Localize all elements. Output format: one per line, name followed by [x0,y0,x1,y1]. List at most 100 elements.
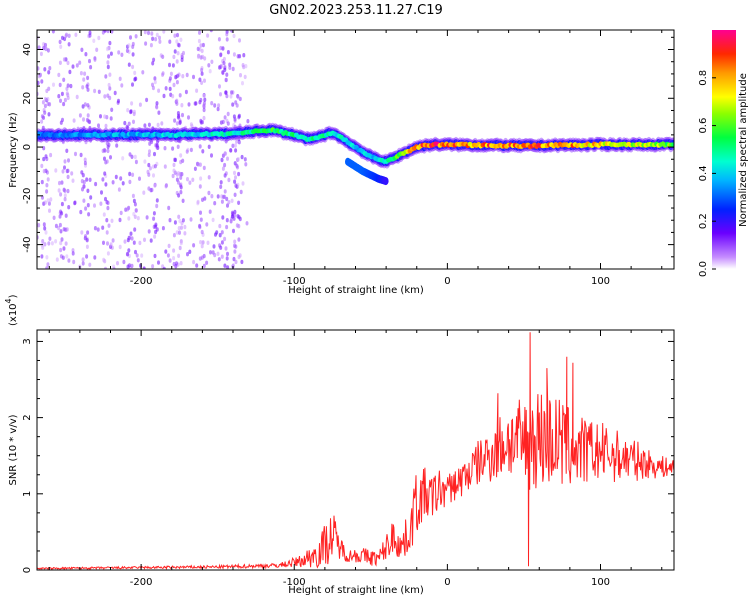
noise-cell [224,90,228,95]
noise-cell [106,205,110,211]
noise-cell [129,231,133,236]
noise-cell [105,230,109,235]
noise-cell [65,86,69,92]
noise-cell [191,177,195,182]
noise-cell [117,187,121,192]
noise-cell [93,57,97,62]
noise-cell [168,258,172,263]
snr-marks [37,332,674,570]
noise-cell [63,188,67,193]
noise-cell [37,80,40,86]
noise-cell [233,212,237,218]
noise-cell [196,162,200,167]
noise-cell [154,229,158,235]
y-tick-label: -40 [22,236,33,252]
snr-axes: -200 -100 0 100 0 1 2 3 [22,330,674,588]
noise-cell [213,103,217,108]
noise-cell [183,224,187,230]
noise-cell [132,198,136,204]
noise-cell [89,195,93,200]
noise-cell [219,45,223,51]
noise-cell [143,159,147,164]
noise-cell [202,115,206,121]
noise-cell [196,54,200,60]
noise-cell [138,240,142,246]
noise-cell [108,40,112,46]
noise-cell [40,114,44,119]
noise-cell [68,69,72,75]
noise-cell [210,153,213,158]
noise-cell [208,209,212,214]
noise-cell [177,226,181,231]
noise-cell [149,43,153,48]
noise-cell [153,234,157,239]
noise-cell [113,90,117,96]
noise-cell [58,180,61,186]
noise-cell [79,71,83,76]
noise-cell [244,162,248,167]
noise-cell [186,252,189,257]
noise-cell [172,261,176,267]
noise-cell [210,101,214,106]
noise-cell [97,35,101,41]
snr-line [37,332,674,570]
noise-cell [175,98,179,104]
noise-cell [173,220,177,225]
noise-cell [37,74,41,79]
noise-cell [234,100,238,105]
noise-cell [171,63,175,68]
noise-cell [226,121,230,126]
noise-cell [234,259,238,265]
svg-text:(x104): (x104) [4,294,19,326]
noise-cell [67,205,71,210]
noise-cell [201,149,205,154]
noise-cell [120,52,124,57]
noise-cell [37,45,41,50]
noise-cell [126,252,130,257]
noise-cell [66,95,70,101]
noise-cell [134,208,138,213]
noise-cell [153,183,157,188]
noise-cell [71,178,75,183]
noise-cell [177,171,180,176]
noise-cell [184,89,188,95]
spectrogram-ylabel: Frequency (Hz) [8,112,19,188]
noise-cell [64,241,68,246]
noise-cell [80,170,84,175]
noise-cell [148,166,152,171]
noise-cell [238,123,242,128]
noise-cell [246,119,250,124]
noise-cell [106,200,110,206]
noise-cell [157,110,161,115]
noise-cell [58,82,62,88]
noise-cell [121,156,125,161]
noise-cell [156,139,159,144]
noise-cell [196,199,200,205]
noise-cell [147,122,151,128]
noise-cell [233,117,237,122]
noise-cell [93,203,96,208]
noise-cell [58,214,62,219]
noise-cell [168,86,172,92]
noise-cell [180,225,183,230]
noise-cell [223,236,227,242]
noise-cell [130,236,134,241]
noise-cell [61,139,65,145]
noise-cell [240,259,244,265]
noise-cell [79,152,83,158]
noise-cell [186,177,189,182]
noise-cell [59,192,63,197]
noise-cell [148,149,151,154]
noise-cell [118,217,122,223]
noise-cell [201,42,205,48]
noise-cell [54,239,58,244]
noise-cell [179,37,183,42]
noise-cell [109,116,113,121]
noise-cell [59,44,63,49]
noise-cell [109,51,113,56]
noise-cell [86,113,90,118]
noise-cell [171,173,175,179]
noise-cell [199,240,203,245]
noise-cell [176,144,180,149]
